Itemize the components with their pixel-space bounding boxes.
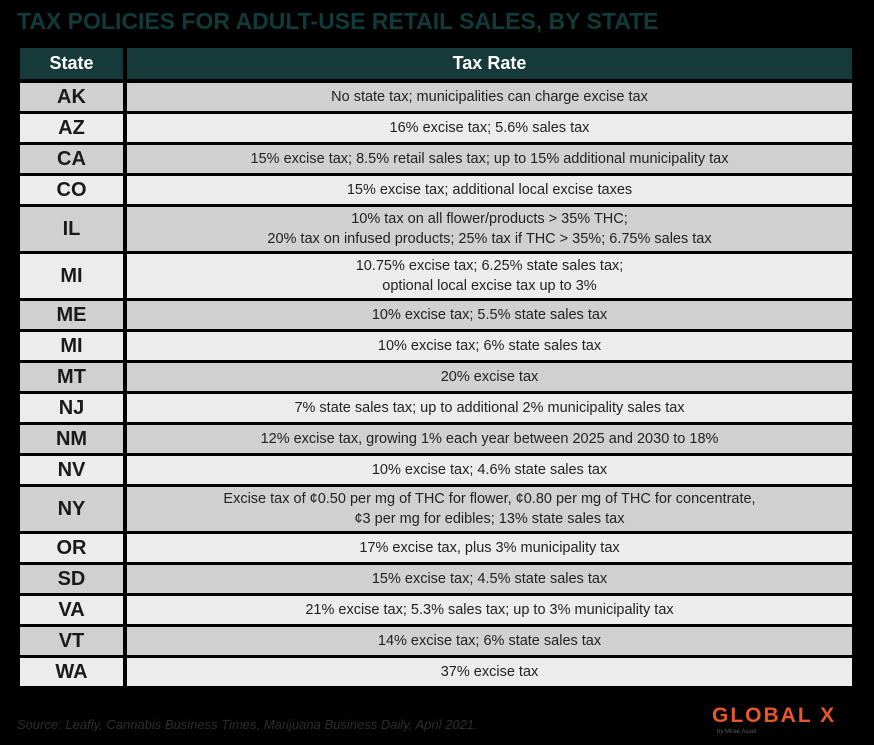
state-cell: ME [20, 301, 123, 329]
table-row: ME 10% excise tax; 5.5% state sales tax [17, 301, 855, 332]
header-tax-rate: Tax Rate [127, 48, 852, 79]
tax-rate-cell: 15% excise tax; additional local excise … [127, 176, 852, 204]
header-state: State [20, 48, 123, 79]
state-cell: MI [20, 332, 123, 360]
table-row: VA 21% excise tax; 5.3% sales tax; up to … [17, 596, 855, 627]
state-cell: OR [20, 534, 123, 562]
tax-rate-line: 20% excise tax [440, 369, 539, 385]
state-cell: VA [20, 596, 123, 624]
tax-rate-cell: 15% excise tax; 8.5% retail sales tax; u… [127, 145, 852, 173]
table-row: MI 10% excise tax; 6% state sales tax [17, 332, 855, 363]
tax-rate-line: 21% excise tax; 5.3% sales tax; up to 3%… [305, 602, 674, 618]
tax-rate-cell: 10.75% excise tax; 6.25% state sales tax… [127, 254, 852, 298]
tax-rate-line: No state tax; municipalities can charge … [331, 89, 648, 105]
table-row: AK No state tax; municipalities can charg… [17, 83, 855, 114]
state-cell: NM [20, 425, 123, 453]
tax-rate-cell: 12% excise tax, growing 1% each year bet… [127, 425, 852, 453]
state-cell: SD [20, 565, 123, 593]
table-row: CA 15% excise tax; 8.5% retail sales tax;… [17, 145, 855, 176]
state-cell: MT [20, 363, 123, 391]
tax-rate-cell: 10% tax on all flower/products > 35% THC… [127, 207, 852, 251]
tax-rate-line: 10% excise tax; 6% state sales tax [377, 338, 602, 354]
tax-rate-cell: Excise tax of ¢0.50 per mg of THC for fl… [127, 487, 852, 531]
tax-rate-line: 15% excise tax; additional local excise … [346, 182, 633, 198]
source-note: Source: Leafly, Cannabis Business Times,… [17, 717, 478, 732]
tax-rate-cell: 17% excise tax, plus 3% municipality tax [127, 534, 852, 562]
state-cell: MI [20, 254, 123, 298]
table-row: NY Excise tax of ¢0.50 per mg of THC for … [17, 487, 855, 534]
state-cell: CA [20, 145, 123, 173]
tax-rate-line: ¢3 per mg for edibles; 13% state sales t… [354, 511, 625, 527]
tax-rate-cell: 7% state sales tax; up to additional 2% … [127, 394, 852, 422]
tax-rate-line: Excise tax of ¢0.50 per mg of THC for fl… [223, 491, 756, 507]
table-row: NJ 7% state sales tax; up to additional 2… [17, 394, 855, 425]
tax-rate-line: 16% excise tax; 5.6% sales tax [389, 120, 590, 136]
global-x-logo: GLOBAL X [712, 704, 837, 727]
tax-rate-line: 10% excise tax; 5.5% state sales tax [371, 307, 608, 323]
state-cell: AK [20, 83, 123, 111]
table-row: SD 15% excise tax; 4.5% state sales tax [17, 565, 855, 596]
table-row: CO 15% excise tax; additional local excis… [17, 176, 855, 207]
tax-rate-line: 10% tax on all flower/products > 35% THC… [351, 211, 628, 227]
tax-rate-cell: No state tax; municipalities can charge … [127, 83, 852, 111]
tax-rate-line: 12% excise tax, growing 1% each year bet… [260, 431, 719, 447]
table-header: State Tax Rate [17, 45, 855, 81]
tax-rate-line: 14% excise tax; 6% state sales tax [377, 633, 602, 649]
state-cell: IL [20, 207, 123, 251]
tax-rate-cell: 15% excise tax; 4.5% state sales tax [127, 565, 852, 593]
state-cell: NY [20, 487, 123, 531]
table-row: WA 37% excise tax [17, 658, 855, 689]
tax-rate-cell: 21% excise tax; 5.3% sales tax; up to 3%… [127, 596, 852, 624]
tax-rate-cell: 16% excise tax; 5.6% sales tax [127, 114, 852, 142]
tax-rate-line: 7% state sales tax; up to additional 2% … [294, 400, 685, 416]
tax-rate-cell: 10% excise tax; 4.6% state sales tax [127, 456, 852, 484]
state-cell: WA [20, 658, 123, 686]
state-cell: NV [20, 456, 123, 484]
logo-subtitle: by Mirae Asset [717, 729, 757, 735]
tax-rate-cell: 14% excise tax; 6% state sales tax [127, 627, 852, 655]
page-title: TAX POLICIES FOR ADULT-USE RETAIL SALES,… [17, 8, 659, 34]
table-row: NM 12% excise tax, growing 1% each year b… [17, 425, 855, 456]
state-cell: NJ [20, 394, 123, 422]
state-cell: VT [20, 627, 123, 655]
tax-rate-cell: 37% excise tax [127, 658, 852, 686]
tax-rate-line: optional local excise tax up to 3% [382, 278, 597, 294]
tax-rate-line: 37% excise tax [440, 664, 539, 680]
table-row: MI 10.75% excise tax; 6.25% state sales t… [17, 254, 855, 301]
tax-rate-line: 15% excise tax; 8.5% retail sales tax; u… [250, 151, 729, 167]
tax-rate-line: 10.75% excise tax; 6.25% state sales tax… [355, 258, 624, 274]
table-row: IL 10% tax on all flower/products > 35% T… [17, 207, 855, 254]
tax-rate-line: 17% excise tax, plus 3% municipality tax [359, 540, 620, 556]
tax-table: State Tax Rate AK No state tax; municipal… [17, 45, 855, 694]
tax-rate-line: 15% excise tax; 4.5% state sales tax [371, 571, 608, 587]
tax-rate-cell: 10% excise tax; 5.5% state sales tax [127, 301, 852, 329]
table-row: VT 14% excise tax; 6% state sales tax [17, 627, 855, 658]
table-row: OR 17% excise tax, plus 3% municipality t… [17, 534, 855, 565]
table-row: MT 20% excise tax [17, 363, 855, 394]
tax-rate-line: 20% tax on infused products; 25% tax if … [267, 231, 712, 247]
tax-rate-cell: 20% excise tax [127, 363, 852, 391]
state-cell: AZ [20, 114, 123, 142]
state-cell: CO [20, 176, 123, 204]
tax-rate-line: 10% excise tax; 4.6% state sales tax [371, 462, 608, 478]
tax-rate-cell: 10% excise tax; 6% state sales tax [127, 332, 852, 360]
table-row: NV 10% excise tax; 4.6% state sales tax [17, 456, 855, 487]
table-row: AZ 16% excise tax; 5.6% sales tax [17, 114, 855, 145]
